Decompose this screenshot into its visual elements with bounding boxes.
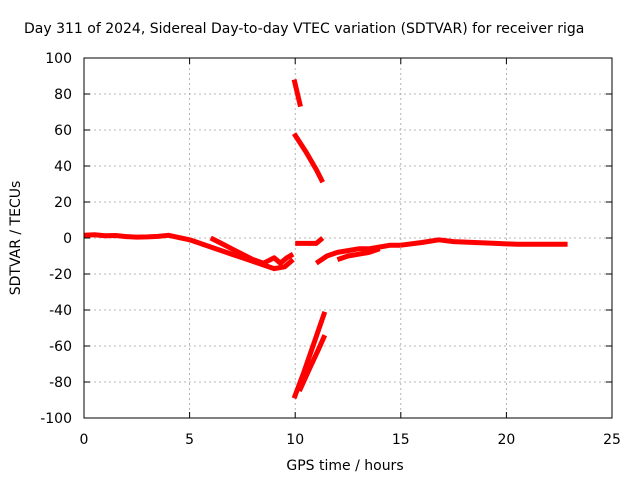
x-tick-label: 10 xyxy=(286,432,304,448)
y-tick-label: 20 xyxy=(54,195,72,211)
series-line-lower-spike-b xyxy=(297,334,328,393)
series-line-baseline-0-5h xyxy=(83,232,191,243)
y-tick-label: -40 xyxy=(49,303,72,319)
x-tick-label: 20 xyxy=(497,432,515,448)
x-tick-label: 15 xyxy=(392,432,410,448)
y-tick-label: -20 xyxy=(49,267,72,283)
y-axis-label: SDTVAR / TECUs xyxy=(8,181,24,296)
series-line-segment-10-11h xyxy=(295,236,325,246)
y-tick-label: -80 xyxy=(49,375,72,391)
grid xyxy=(84,58,612,418)
x-axis-label: GPS time / hours xyxy=(286,458,403,474)
series-line-baseline-15-23h xyxy=(400,237,568,248)
y-tick-label: 40 xyxy=(54,159,72,175)
x-tick-label: 25 xyxy=(603,432,621,448)
series-line-wave-8-10h xyxy=(252,252,295,266)
series-line-dip-5-10h xyxy=(188,237,295,272)
chart-title: Day 311 of 2024, Sidereal Day-to-day VTE… xyxy=(24,21,584,37)
x-tick-labels: 0 5 10 15 20 25 xyxy=(80,432,621,448)
y-tick-label: 80 xyxy=(54,87,72,103)
y-tick-labels: -100 -80 -60 -40 -20 0 20 40 60 80 100 xyxy=(40,51,72,427)
series-line-upper-spike-b xyxy=(292,132,325,184)
x-tick-label: 5 xyxy=(185,432,194,448)
ticks xyxy=(83,57,613,419)
series-line-recovery-11-15h xyxy=(314,242,401,266)
series-line-upper-spike-a xyxy=(291,79,303,108)
y-tick-label: -100 xyxy=(40,411,72,427)
x-tick-label: 0 xyxy=(80,432,89,448)
y-tick-label: 100 xyxy=(45,51,72,67)
y-tick-label: -60 xyxy=(49,339,72,355)
y-tick-label: 60 xyxy=(54,123,72,139)
series-line-scatter-12-14h xyxy=(336,246,381,262)
y-tick-label: 0 xyxy=(63,231,72,247)
series-line-lower-spike-a xyxy=(291,310,328,400)
series-layer xyxy=(83,79,568,400)
